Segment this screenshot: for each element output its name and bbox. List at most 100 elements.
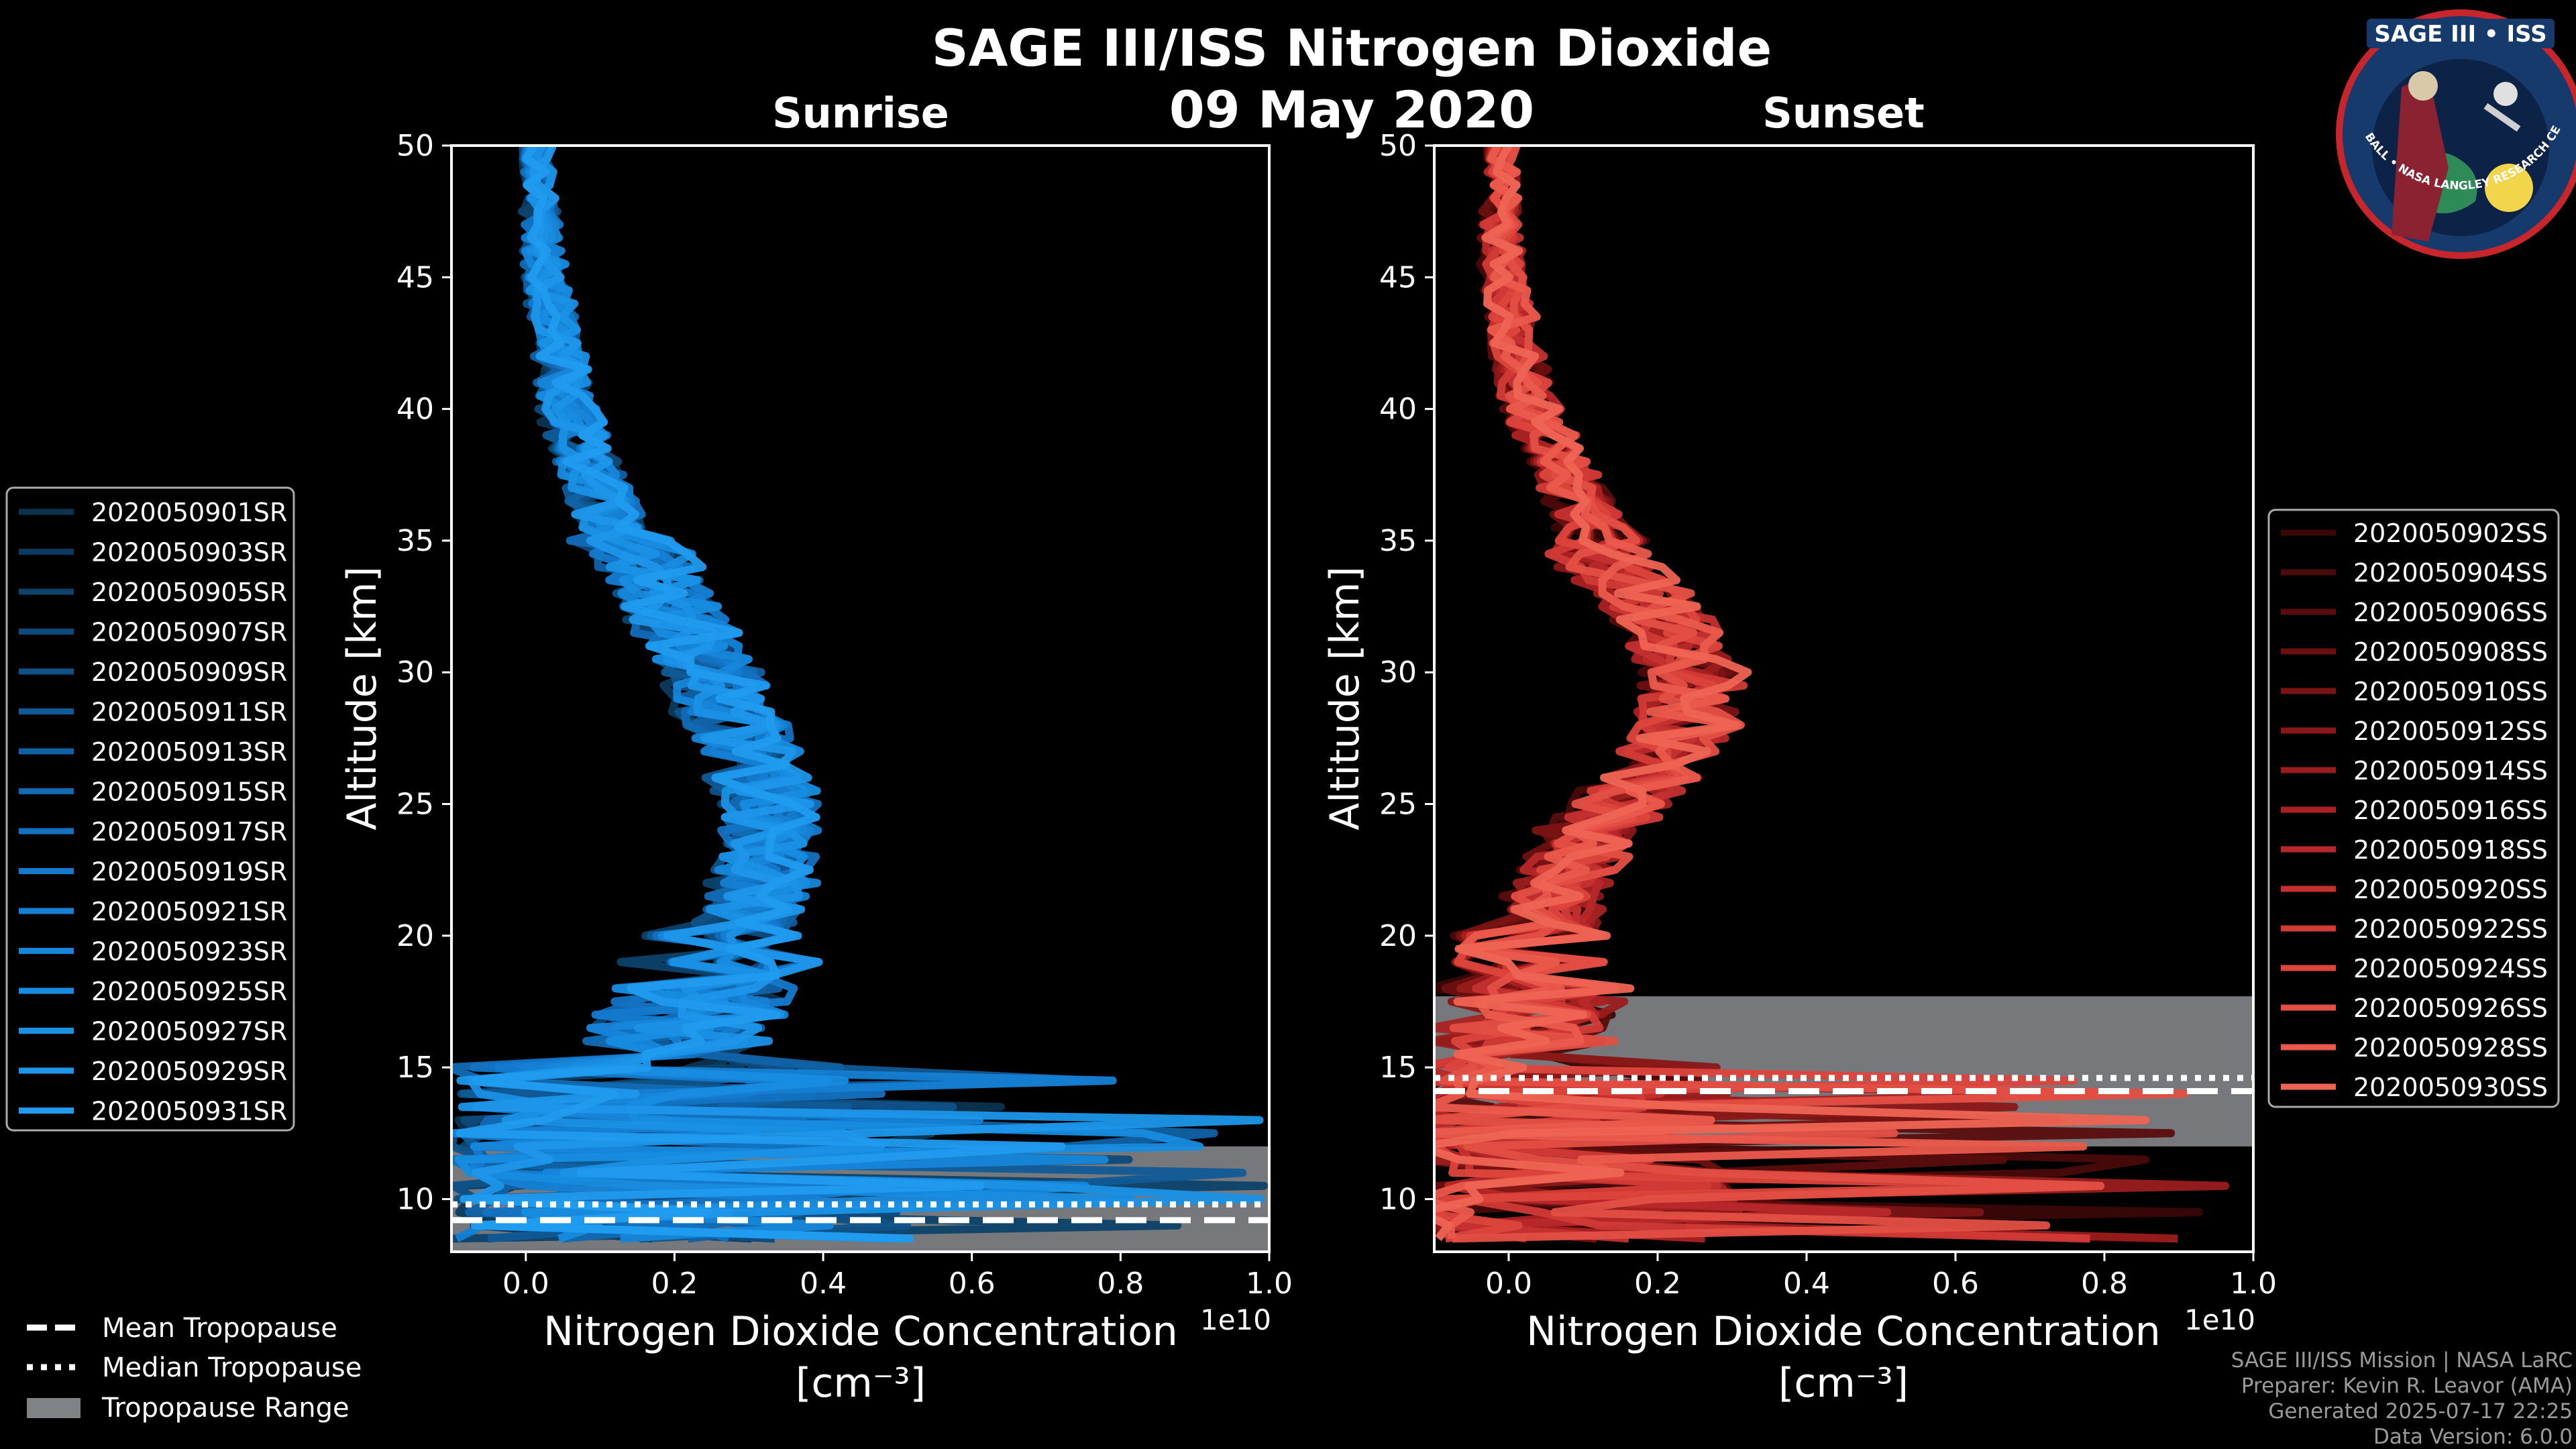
sunrise-xtick-label: 1.0 <box>1246 1267 1293 1301</box>
mean-tropopause-label: Mean Tropopause <box>102 1313 337 1344</box>
sunset-ytick-label: 35 <box>1379 524 1417 558</box>
sunrise-legend-label: 2020050929SR <box>91 1057 287 1086</box>
sunset-ytick-label: 40 <box>1379 392 1417 427</box>
footer-preparer: Preparer: Kevin R. Leavor (AMA) <box>2241 1374 2573 1398</box>
sunrise-ytick-label: 15 <box>396 1051 434 1085</box>
sunrise-panel: Sunrise 0.0 0.2 0.4 0.6 0.8 1.0 10 15 20 25 30 35 40… <box>339 89 1293 1407</box>
logo-title: SAGE III • ISS <box>2374 21 2546 48</box>
sunrise-offset-text: 1e10 <box>1200 1303 1271 1336</box>
sunrise-legend-label: 2020050913SR <box>91 737 287 767</box>
tropopause-range-swatch <box>27 1398 80 1418</box>
sunrise-xlabel-unit: [cm⁻³] <box>796 1360 926 1407</box>
sunrise-legend-box <box>5 486 295 1132</box>
sunrise-ytick-label: 30 <box>396 655 434 690</box>
sunset-legend-label: 2020050922SS <box>2353 914 2548 944</box>
sunset-ylabel: Altitude [km] <box>1322 566 1368 830</box>
sunrise-xtick-label: 0.6 <box>949 1267 996 1301</box>
sunset-legend-label: 2020050920SS <box>2353 875 2548 904</box>
sunset-xtick-label: 0.0 <box>1485 1267 1532 1301</box>
sunrise-tropopause-lines <box>451 1201 1269 1224</box>
sunset-tropopause-lines <box>1434 1075 2253 1095</box>
sunset-axes-frame <box>1433 144 2255 1253</box>
sunset-legend-label: 2020050924SS <box>2353 954 2548 983</box>
sunset-ytick-label: 45 <box>1379 260 1417 294</box>
sunset-offset-text: 1e10 <box>2184 1303 2255 1336</box>
sunrise-ytick-label: 35 <box>396 524 434 558</box>
sunrise-legend-label: 2020050901SR <box>91 498 287 527</box>
sunrise-ytick-label: 45 <box>396 260 434 294</box>
sunset-ytick-label: 20 <box>1379 919 1417 953</box>
logo-moon-icon <box>2493 82 2518 106</box>
sunrise-legend-label: 2020050911SR <box>91 698 287 727</box>
sunset-legend-label: 2020050930SS <box>2353 1073 2548 1102</box>
sunset-xtick-label: 0.2 <box>1634 1267 1681 1301</box>
sunrise-legend-label: 2020050931SR <box>91 1097 287 1126</box>
sunset-legend-label: 2020050906SS <box>2353 598 2548 627</box>
sunrise-xtick-label: 0.2 <box>651 1267 698 1301</box>
sunrise-legend-label: 2020050907SR <box>91 618 287 647</box>
sunrise-ytick-label: 40 <box>396 392 434 427</box>
sunset-legend-label: 2020050912SS <box>2353 716 2548 746</box>
sunrise-legend-label: 2020050903SR <box>91 538 287 568</box>
sunrise-legend-label: 2020050915SR <box>91 777 287 807</box>
sunrise-ylabel: Altitude [km] <box>339 566 386 830</box>
sunset-xlabel-unit: [cm⁻³] <box>1778 1360 1909 1407</box>
median-tropopause-label: Median Tropopause <box>102 1352 362 1383</box>
tropopause-legend: Mean Tropopause Median Tropopause Tropop… <box>27 1313 362 1424</box>
sunrise-legend-label: 2020050923SR <box>91 937 287 967</box>
sunrise-ticks: 0.0 0.2 0.4 0.6 0.8 1.0 10 15 20 25 30 35 40 45 50 <box>396 129 1293 1301</box>
sunrise-xtick-label: 0.0 <box>502 1267 549 1301</box>
sunset-profile-2020050930SS <box>1434 146 2150 1242</box>
sunrise-legend-label: 2020050927SR <box>91 1017 287 1046</box>
sunset-legend-label: 2020050928SS <box>2353 1033 2548 1063</box>
sunrise-legend-label: 2020050917SR <box>91 817 287 847</box>
sunset-legend: 2020050902SS 2020050904SS 2020050906SS 2020… <box>2267 508 2560 1108</box>
sunset-xtick-label: 1.0 <box>2230 1267 2277 1301</box>
sunrise-legend-label: 2020050925SR <box>91 977 287 1006</box>
logo-sun-icon <box>2485 164 2533 212</box>
footer-mission: SAGE III/ISS Mission | NASA LaRC <box>2231 1348 2573 1373</box>
sunrise-xlabel: Nitrogen Dioxide Concentration <box>543 1308 1178 1355</box>
sunset-ticks: 0.0 0.2 0.4 0.6 0.8 1.0 10 15 20 25 30 35 40 45 50 <box>1379 129 2277 1301</box>
sunrise-legend: 2020050901SR 2020050903SR 2020050905SR 2020… <box>5 486 295 1132</box>
sunset-ytick-label: 25 <box>1379 788 1417 822</box>
sunrise-legend-label: 2020050919SR <box>91 857 287 887</box>
logo-banner <box>2367 19 2555 48</box>
logo-station-icon <box>2483 103 2521 132</box>
sunrise-axes-frame <box>450 144 1271 1253</box>
sunrise-legend-label: 2020050909SR <box>91 657 287 687</box>
sunset-legend-label: 2020050926SS <box>2353 994 2548 1023</box>
sunrise-profile-2020050931SR <box>455 146 1066 1243</box>
sunrise-legend-label: 2020050921SR <box>91 897 287 926</box>
sunset-legend-label: 2020050914SS <box>2353 756 2548 786</box>
sunrise-ytick-label: 25 <box>396 788 434 822</box>
sunrise-legend-label: 2020050905SR <box>91 578 287 607</box>
footer-data-version: Data Version: 6.0.0 <box>2373 1425 2573 1449</box>
sunrise-ytick-label: 10 <box>396 1182 434 1216</box>
sunset-legend-label: 2020050902SS <box>2353 519 2548 548</box>
sunrise-ytick-label: 50 <box>396 129 434 163</box>
figure-date: 09 May 2020 <box>1169 80 1534 140</box>
sunset-legend-label: 2020050904SS <box>2353 558 2548 588</box>
sunrise-xtick-label: 0.4 <box>800 1267 847 1301</box>
sunrise-title: Sunrise <box>772 89 949 138</box>
sunset-legend-label: 2020050918SS <box>2353 835 2548 865</box>
sunset-legend-box <box>2267 508 2560 1108</box>
sunrise-profiles <box>451 146 1269 1243</box>
sunset-ytick-label: 50 <box>1379 129 1417 163</box>
footer: SAGE III/ISS Mission | NASA LaRC Prepare… <box>2231 1348 2573 1449</box>
sunrise-xtick-label: 0.8 <box>1097 1267 1144 1301</box>
sunset-xlabel: Nitrogen Dioxide Concentration <box>1526 1308 2161 1355</box>
sunrise-ytick-label: 20 <box>396 919 434 953</box>
sunset-title: Sunset <box>1762 89 1925 138</box>
sunset-ytick-label: 15 <box>1379 1051 1417 1085</box>
sunset-legend-label: 2020050910SS <box>2353 677 2548 706</box>
logo-figure <box>2392 74 2449 241</box>
figure-title: SAGE III/ISS Nitrogen Dioxide <box>932 18 1772 78</box>
sunset-panel: Sunset 0.0 0.2 0.4 0.6 0.8 1.0 10 15 20 25 30 35 40 4… <box>1322 89 2277 1407</box>
sunset-legend-label: 2020050916SS <box>2353 796 2548 825</box>
sunset-xtick-label: 0.4 <box>1783 1267 1830 1301</box>
tropopause-range-label: Tropopause Range <box>101 1393 350 1424</box>
sunset-xtick-label: 0.8 <box>2081 1267 2128 1301</box>
